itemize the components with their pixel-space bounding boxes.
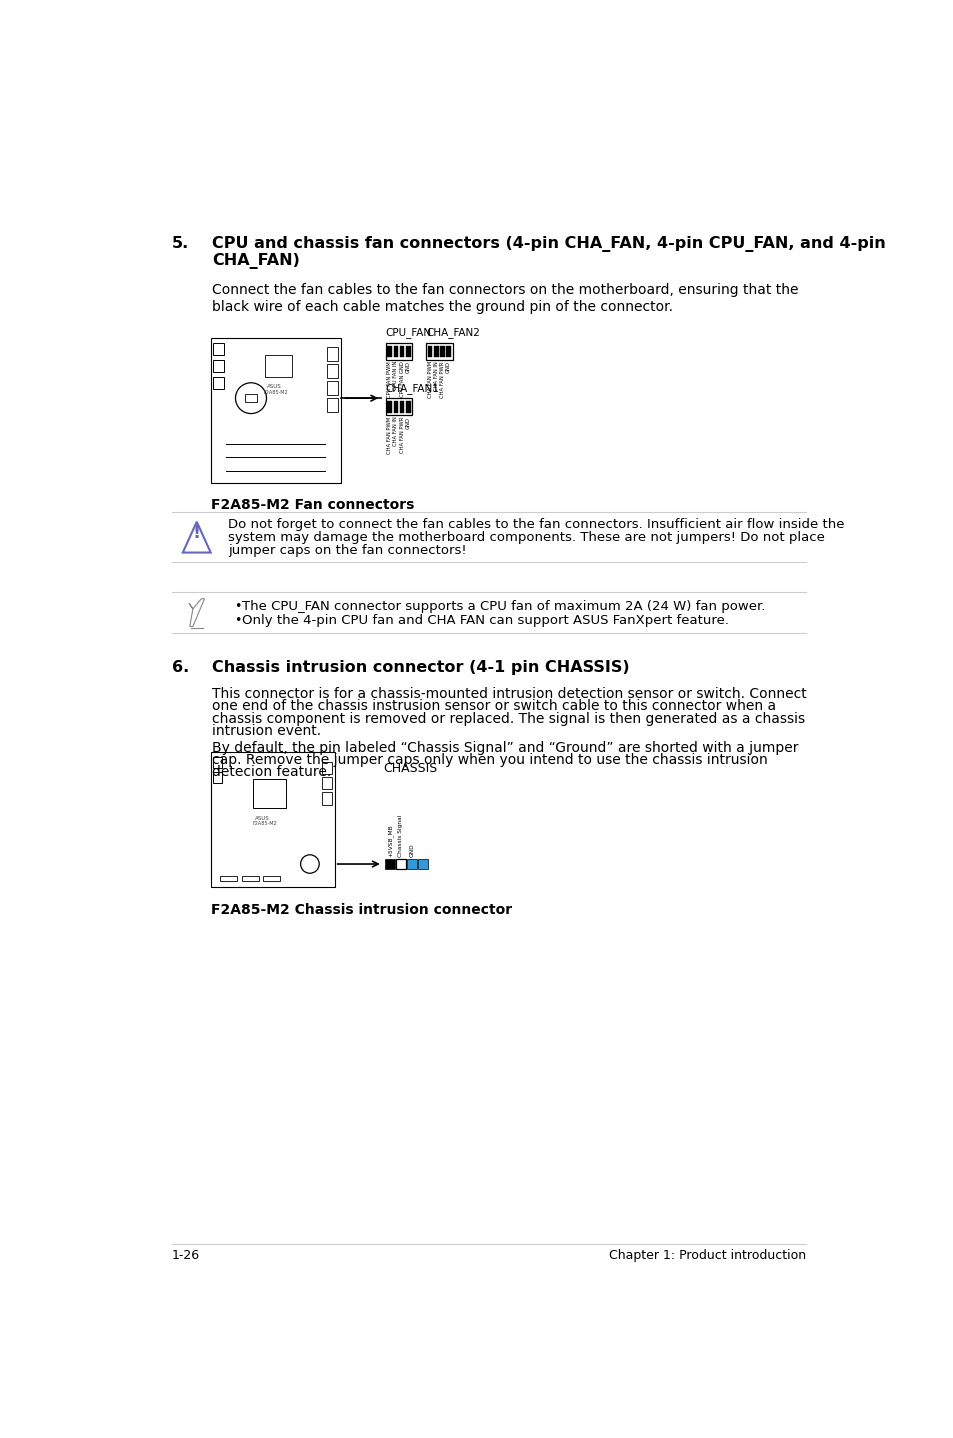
- Text: cap. Remove the jumper caps only when you intend to use the chassis intrusion: cap. Remove the jumper caps only when yo…: [212, 754, 767, 766]
- Bar: [245, 394, 257, 403]
- Text: •: •: [233, 614, 241, 627]
- Bar: [322, 762, 332, 774]
- Text: one end of the chassis instrusion sensor or switch cable to this connector when : one end of the chassis instrusion sensor…: [212, 699, 776, 713]
- Bar: [213, 342, 224, 355]
- Bar: [322, 792, 332, 805]
- Text: ASUS: ASUS: [266, 384, 281, 390]
- Text: CHA FAN PWM: CHA FAN PWM: [387, 417, 392, 454]
- Bar: [387, 401, 392, 413]
- Bar: [387, 345, 392, 358]
- Text: •: •: [233, 600, 241, 613]
- Text: CHA FAN IN: CHA FAN IN: [434, 361, 438, 391]
- Bar: [417, 858, 427, 869]
- Bar: [327, 364, 337, 378]
- Text: chassis component is removed or replaced. The signal is then generated as a chas: chassis component is removed or replaced…: [212, 712, 804, 726]
- Text: CHA_FAN2: CHA_FAN2: [426, 328, 479, 338]
- Bar: [406, 401, 410, 413]
- Text: CPU FAN GND: CPU FAN GND: [399, 361, 404, 397]
- Text: CPU FAN IN: CPU FAN IN: [393, 361, 398, 391]
- Bar: [385, 398, 412, 416]
- Bar: [213, 756, 222, 768]
- Bar: [253, 778, 286, 808]
- Text: F2A85-M2: F2A85-M2: [263, 390, 288, 394]
- Text: CHA FAN PWM: CHA FAN PWM: [427, 361, 432, 398]
- Bar: [327, 381, 337, 395]
- Bar: [399, 345, 404, 358]
- Bar: [399, 401, 404, 413]
- Text: intrusion event.: intrusion event.: [212, 723, 321, 738]
- Text: Only the 4-pin CPU fan and CHA FAN can support ASUS FanXpert feature.: Only the 4-pin CPU fan and CHA FAN can s…: [241, 614, 728, 627]
- Bar: [395, 858, 406, 869]
- Text: !: !: [193, 525, 200, 542]
- Bar: [241, 876, 258, 881]
- Text: Chassis Signal: Chassis Signal: [398, 814, 403, 857]
- Bar: [263, 876, 280, 881]
- Text: CPU FAN PWM: CPU FAN PWM: [387, 361, 392, 398]
- Bar: [265, 355, 292, 377]
- Text: CHA FAN IN: CHA FAN IN: [393, 417, 398, 446]
- Bar: [426, 342, 452, 360]
- Bar: [427, 345, 432, 358]
- Text: Chassis intrusion connector (4-1 pin CHASSIS): Chassis intrusion connector (4-1 pin CHA…: [212, 660, 629, 674]
- Text: F2A85-M2: F2A85-M2: [253, 821, 277, 825]
- Text: detecion feature.: detecion feature.: [212, 765, 331, 779]
- Text: ASUS: ASUS: [254, 815, 270, 821]
- Text: Do not forget to connect the fan cables to the fan connectors. Insufficient air : Do not forget to connect the fan cables …: [228, 518, 843, 531]
- Bar: [394, 401, 397, 413]
- Text: GND: GND: [405, 417, 411, 429]
- Text: GND: GND: [446, 361, 451, 372]
- Bar: [327, 348, 337, 361]
- Bar: [385, 342, 412, 360]
- Text: CPU and chassis fan connectors (4-pin CHA_FAN, 4-pin CPU_FAN, and 4-pin: CPU and chassis fan connectors (4-pin CH…: [212, 236, 885, 253]
- Text: CHA_FAN): CHA_FAN): [212, 253, 300, 269]
- Bar: [385, 858, 395, 869]
- Text: system may damage the motherboard components. These are not jumpers! Do not plac: system may damage the motherboard compon…: [228, 532, 823, 545]
- Bar: [220, 876, 236, 881]
- Text: Connect the fan cables to the fan connectors on the motherboard, ensuring that t: Connect the fan cables to the fan connec…: [212, 283, 798, 313]
- Text: GND: GND: [409, 843, 414, 857]
- Text: CHA FAN PWR: CHA FAN PWR: [399, 417, 404, 453]
- Text: CHASSIS: CHASSIS: [383, 762, 437, 775]
- Bar: [406, 345, 410, 358]
- Text: jumper caps on the fan connectors!: jumper caps on the fan connectors!: [228, 545, 466, 558]
- Bar: [394, 345, 397, 358]
- Text: Chapter 1: Product introduction: Chapter 1: Product introduction: [608, 1250, 805, 1263]
- Text: +5VSB_MB: +5VSB_MB: [387, 824, 393, 857]
- Bar: [213, 772, 222, 784]
- Text: This connector is for a chassis-mounted intrusion detection sensor or switch. Co: This connector is for a chassis-mounted …: [212, 687, 806, 700]
- Text: CHA_FAN1: CHA_FAN1: [385, 383, 439, 394]
- Text: GND: GND: [405, 361, 411, 372]
- Text: 6.: 6.: [172, 660, 189, 674]
- Bar: [213, 360, 224, 372]
- Bar: [434, 345, 438, 358]
- Text: The CPU_FAN connector supports a CPU fan of maximum 2A (24 W) fan power.: The CPU_FAN connector supports a CPU fan…: [241, 600, 764, 613]
- Text: 1-26: 1-26: [172, 1250, 200, 1263]
- Bar: [327, 398, 337, 413]
- Bar: [213, 377, 224, 388]
- Text: By default, the pin labeled “Chassis Signal” and “Ground” are shorted with a jum: By default, the pin labeled “Chassis Sig…: [212, 741, 798, 755]
- Text: CHA FAN PWR: CHA FAN PWR: [439, 361, 444, 397]
- Text: F2A85-M2 Fan connectors: F2A85-M2 Fan connectors: [211, 499, 414, 512]
- Text: F2A85-M2 Chassis intrusion connector: F2A85-M2 Chassis intrusion connector: [211, 903, 512, 916]
- Bar: [406, 858, 416, 869]
- Text: CPU_FAN: CPU_FAN: [385, 328, 432, 338]
- Bar: [439, 345, 444, 358]
- Text: 5.: 5.: [172, 236, 189, 252]
- Bar: [446, 345, 451, 358]
- Bar: [322, 777, 332, 789]
